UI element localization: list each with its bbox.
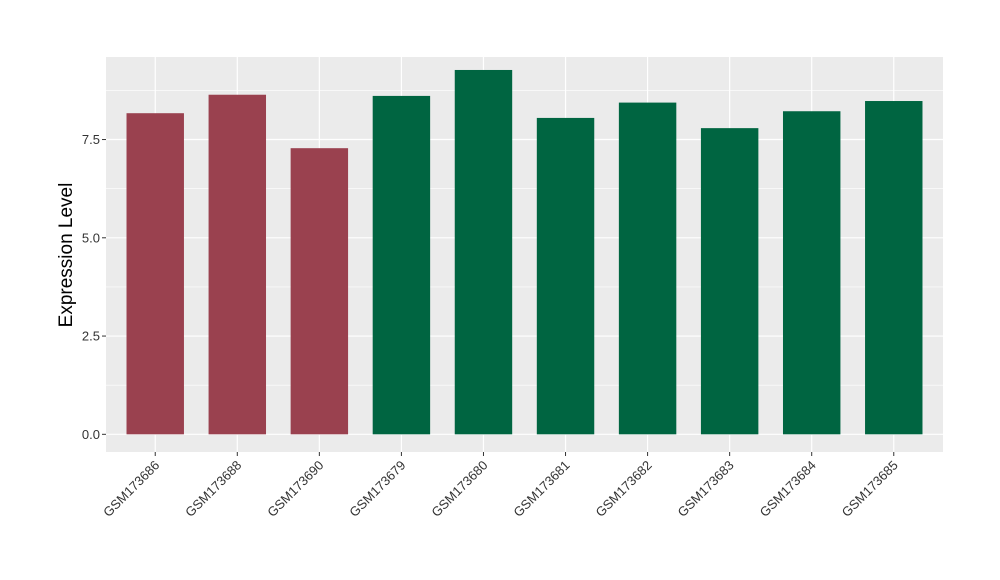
y-tick-label: 2.5 (82, 329, 100, 344)
y-axis-title: Expression Level (56, 183, 77, 328)
x-tick-label: GSM173688 (182, 458, 244, 520)
x-tick-label: GSM173684 (757, 458, 819, 520)
x-tick-label: GSM173690 (264, 458, 326, 520)
bar-GSM173686 (126, 113, 184, 435)
bar-GSM173679 (372, 95, 431, 435)
bars (126, 69, 923, 435)
x-tick-label: GSM173681 (510, 458, 572, 520)
y-tick-label: 5.0 (82, 230, 100, 245)
bar-GSM173683 (700, 128, 759, 435)
bar-GSM173688 (208, 94, 267, 435)
bar-GSM173684 (782, 111, 841, 435)
bar-GSM173685 (865, 101, 923, 435)
x-tick-label: GSM173679 (346, 458, 408, 520)
bar-GSM173690 (290, 148, 349, 435)
y-axis: 0.0 2.5 5.0 7.5 (82, 132, 106, 442)
x-tick-label: GSM173682 (592, 458, 654, 520)
x-tick-label: GSM173686 (100, 458, 162, 520)
y-tick-label: 7.5 (82, 132, 100, 147)
y-tick-label: 0.0 (82, 427, 100, 442)
bar-GSM173680 (454, 69, 513, 435)
x-axis: GSM173686 GSM173688 GSM173690 GSM173679 GSM1… (100, 452, 901, 520)
x-tick-label: GSM173685 (839, 458, 901, 520)
x-tick-label: GSM173683 (675, 458, 737, 520)
x-tick-label: GSM173680 (428, 458, 490, 520)
bar-GSM173682 (618, 102, 677, 435)
bar-GSM173681 (536, 117, 595, 435)
